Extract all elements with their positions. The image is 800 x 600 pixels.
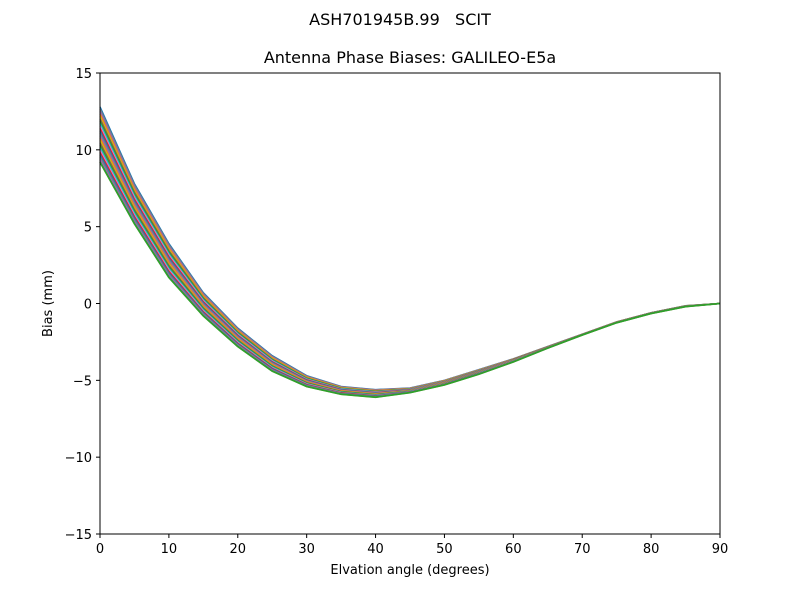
y-tick-label: 10 xyxy=(75,144,92,159)
series-line xyxy=(99,120,721,393)
x-tick-label: 60 xyxy=(505,542,522,557)
x-tick-label: 50 xyxy=(436,542,453,557)
series-line xyxy=(99,116,721,392)
series-line xyxy=(99,135,721,395)
y-axis-label: Bias (mm) xyxy=(41,270,56,337)
series-line xyxy=(99,108,721,391)
series-line xyxy=(99,106,721,391)
series-line xyxy=(99,142,721,396)
series-line xyxy=(99,118,721,392)
series-line xyxy=(99,137,721,395)
y-tick-label: 5 xyxy=(84,221,92,236)
series-line xyxy=(99,132,721,394)
x-tick-label: 80 xyxy=(643,542,660,557)
series-line xyxy=(99,154,721,397)
series-line xyxy=(99,140,721,395)
figure-suptitle: ASH701945B.99 SCIT xyxy=(309,10,491,29)
x-tick-label: 90 xyxy=(712,542,729,557)
series-line xyxy=(99,147,721,396)
y-tick-label: −5 xyxy=(73,374,92,389)
x-tick-label: 10 xyxy=(161,542,178,557)
x-axis-label: Elvation angle (degrees) xyxy=(330,563,489,578)
series-line xyxy=(99,128,721,394)
series-line xyxy=(99,130,721,394)
y-axis: −15 −10 −5 0 5 10 15 xyxy=(65,67,100,543)
y-tick-label: −10 xyxy=(65,451,92,466)
x-tick-label: 70 xyxy=(574,542,591,557)
x-tick-label: 40 xyxy=(367,542,384,557)
series-line xyxy=(99,113,721,392)
series-lines xyxy=(99,106,721,399)
y-tick-label: 15 xyxy=(75,67,92,82)
series-line xyxy=(99,125,721,393)
series-line xyxy=(99,161,721,399)
series-line xyxy=(99,111,721,391)
y-tick-label: 0 xyxy=(84,298,92,313)
x-axis: 0 10 20 30 40 50 60 70 80 90 xyxy=(96,534,728,557)
x-tick-label: 30 xyxy=(298,542,315,557)
series-line xyxy=(99,152,721,397)
series-line xyxy=(99,149,721,397)
y-tick-label: −15 xyxy=(65,528,92,543)
x-tick-label: 20 xyxy=(230,542,247,557)
series-line xyxy=(99,144,721,396)
series-line xyxy=(99,123,721,393)
chart-title: Antenna Phase Biases: GALILEO-E5a xyxy=(263,48,557,67)
x-tick-label: 0 xyxy=(96,542,104,557)
